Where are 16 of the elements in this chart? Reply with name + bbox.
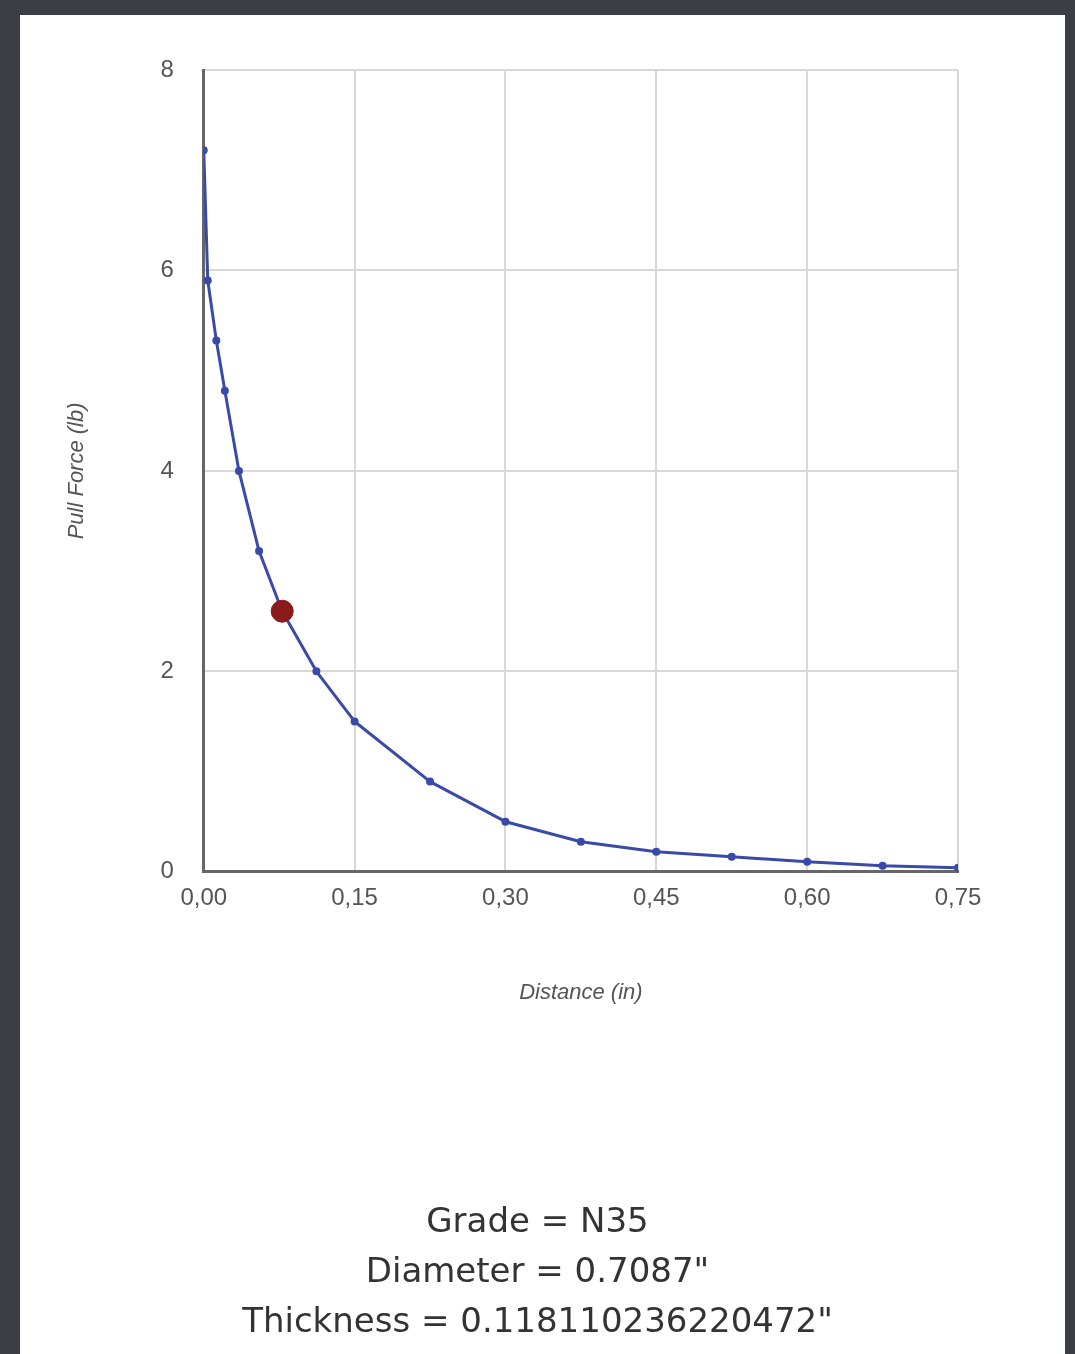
text: Diameter = 0.7087" [364,1249,711,1292]
x-tick-label: 0,15 [331,882,378,910]
x-tick-label: 0,00 [180,882,228,910]
x-tick-label: 0,75 [934,882,982,910]
text: Grade = N35 [425,1199,650,1242]
y-tick-label: 6 [160,255,174,283]
text: Thickness = 0.118110236220472" [241,1299,834,1342]
y-tick-label: 8 [160,54,174,82]
x-tick-label: 0,45 [632,882,680,910]
y-tick-label: 0 [160,856,174,884]
x-tick-label: 0,30 [482,882,529,910]
y-axis-title: Pull Force (lb) [63,402,89,540]
x-axis-title: Distance (in) [519,978,643,1004]
x-tick-label: 0,60 [783,882,831,910]
y-tick-label: 4 [160,455,174,483]
y-tick-label: 2 [160,655,174,683]
